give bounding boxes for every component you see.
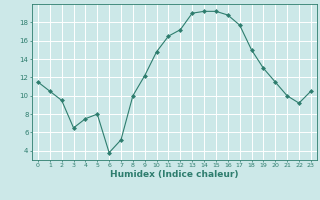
X-axis label: Humidex (Indice chaleur): Humidex (Indice chaleur) [110, 170, 239, 179]
